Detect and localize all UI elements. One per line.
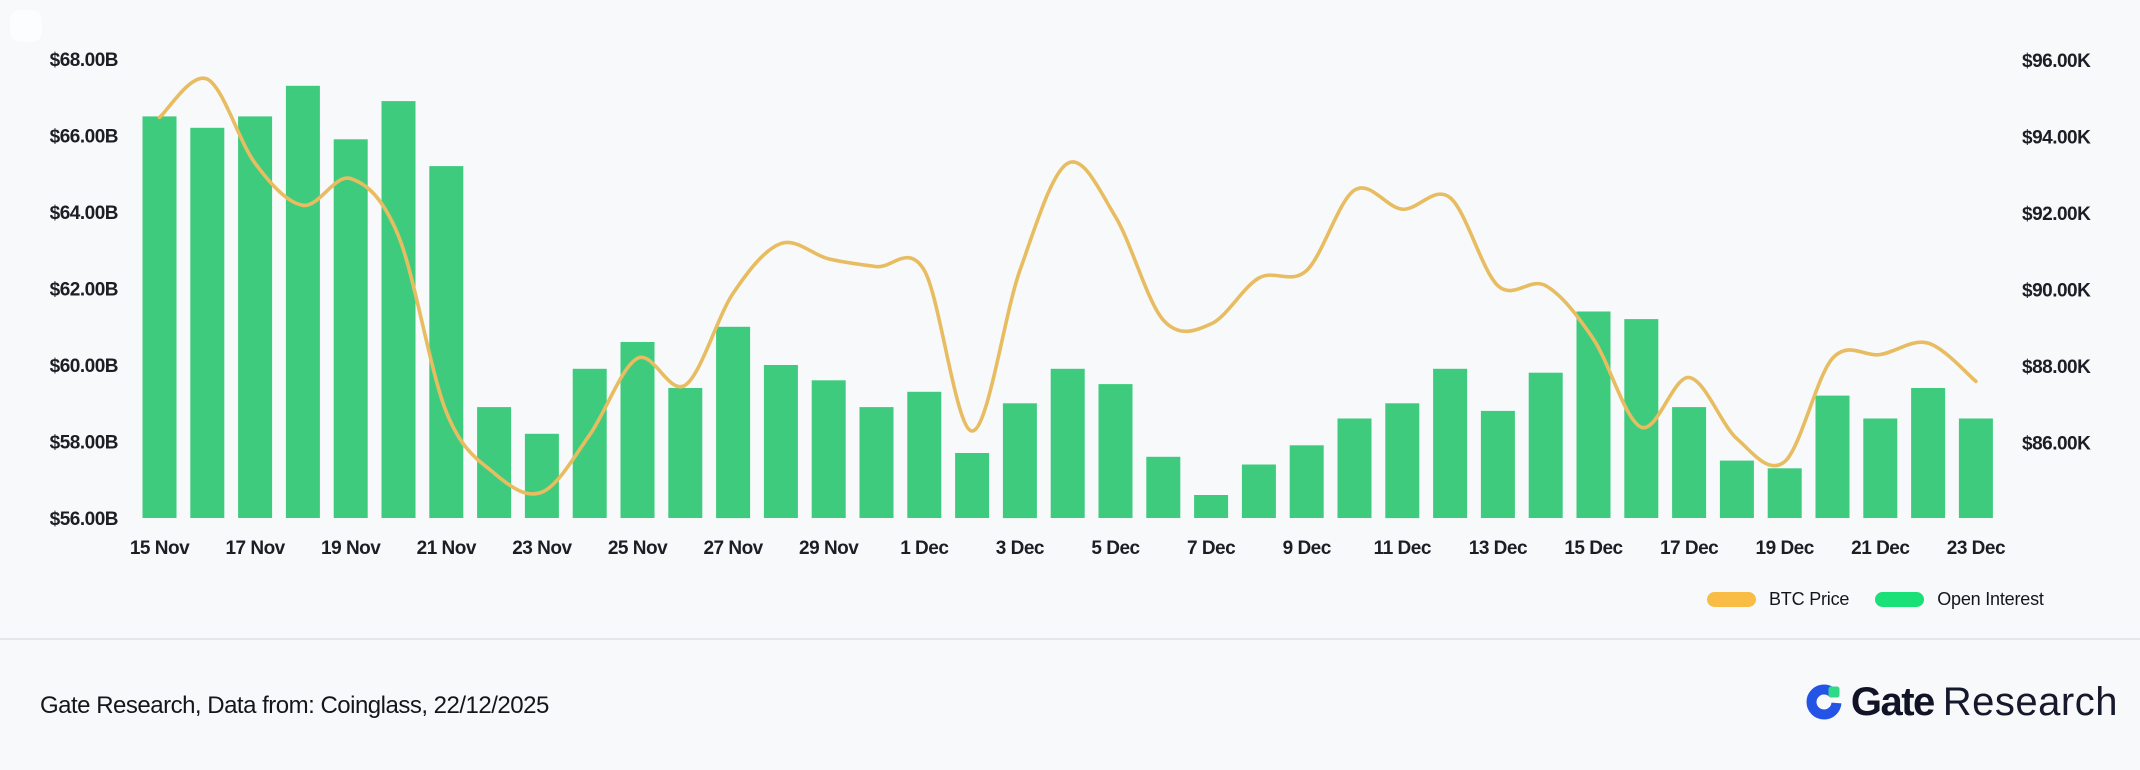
oi-bar-21-dec [1863,418,1898,518]
y-axis-left-tick: $56.00B [50,509,118,530]
oi-bar-30-nov [859,407,894,518]
y-axis-left-tick: $64.00B [50,203,118,224]
logo-word-research: Research [1942,679,2118,724]
oi-bar-29-nov [811,380,846,518]
oi-bar-6-dec [1146,456,1181,518]
oi-bar-17-nov [238,116,273,519]
y-axis-right-tick: $94.00K [2022,128,2091,149]
oi-bar-22-dec [1911,388,1946,518]
oi-bar-4-dec [1050,368,1085,518]
x-axis-tick: 1 Dec [900,538,949,559]
oi-bar-24-nov [572,368,607,518]
oi-bar-26-nov [668,388,703,518]
y-axis-right-tick: $86.00K [2022,434,2091,455]
oi-bar-2-dec [955,453,990,518]
oi-bar-8-dec [1241,464,1276,518]
x-axis-tick: 7 Dec [1187,538,1236,559]
oi-bar-20-dec [1815,395,1850,518]
oi-bar-5-dec [1098,384,1133,518]
oi-bar-10-dec [1337,418,1372,518]
x-axis-tick: 19 Nov [321,538,381,559]
oi-bar-23-dec [1958,418,1993,518]
x-axis-tick: 11 Dec [1374,538,1432,559]
oi-bar-18-dec [1719,460,1754,518]
footer-divider [0,638,2140,640]
gate-research-logo: Gate Research [1806,680,2118,724]
data-source-note: Gate Research, Data from: Coinglass, 22/… [40,692,549,719]
btc-price-swatch-icon [1707,591,1756,607]
chart-legend: BTC Price Open Interest [1707,586,2044,612]
oi-bar-15-dec [1576,311,1611,518]
oi-bar-18-nov [285,85,320,519]
x-axis-tick: 5 Dec [1091,538,1140,559]
oi-bar-16-dec [1624,319,1659,518]
oi-bar-27-nov [716,326,751,519]
y-axis-left-tick: $60.00B [50,356,118,377]
x-axis-tick: 3 Dec [996,538,1045,559]
y-axis-left-tick: $58.00B [50,433,118,454]
oi-bar-19-dec [1767,468,1802,518]
x-axis-tick: 15 Dec [1564,538,1623,559]
oi-bar-19-nov [333,139,368,519]
x-axis-tick: 17 Nov [225,538,285,559]
oi-bar-7-dec [1194,495,1229,518]
oi-bar-20-nov [381,101,416,518]
top-left-rounded-tile [10,10,42,42]
x-axis-tick: 9 Dec [1283,538,1332,559]
logo-word-gate: Gate [1850,679,1935,724]
x-axis-tick: 15 Nov [130,538,190,559]
oi-bar-15-nov [142,116,177,519]
x-axis-tick: 27 Nov [703,538,763,559]
oi-bar-11-dec [1385,403,1420,519]
legend-label-open-interest: Open Interest [1937,588,2044,609]
oi-bar-23-nov [524,433,559,518]
oi-bar-9-dec [1289,445,1324,518]
oi-bar-1-dec [907,391,942,518]
gate-logo-icon [1806,684,1842,720]
legend-item-open-interest: Open Interest [1875,588,2044,610]
y-axis-left-tick: $66.00B [50,127,118,148]
x-axis-tick: 17 Dec [1660,538,1719,559]
oi-bar-13-dec [1480,410,1515,518]
y-axis-left-tick: $62.00B [50,280,118,301]
y-axis-right-tick: $90.00K [2022,281,2091,302]
x-axis-tick: 29 Nov [799,538,859,559]
oi-bar-17-dec [1672,407,1707,518]
legend-item-btc-price: BTC Price [1707,589,1849,610]
oi-bar-21-nov [429,166,464,518]
oi-bar-28-nov [763,365,798,518]
x-axis-tick: 13 Dec [1469,538,1528,559]
oi-bar-3-dec [1002,403,1037,519]
y-axis-right-tick: $96.00K [2022,51,2091,72]
x-axis-tick: 23 Nov [512,538,572,559]
x-axis-tick: 21 Dec [1851,538,1910,559]
x-axis-tick: 19 Dec [1756,538,1815,559]
x-axis-tick: 21 Nov [417,538,477,559]
btc-price-line [157,76,1978,496]
oi-bar-14-dec [1528,372,1563,518]
oi-bar-16-nov [190,127,225,519]
x-axis-tick: 23 Dec [1947,538,2006,559]
x-axis-tick: 25 Nov [608,538,668,559]
y-axis-right-tick: $92.00K [2022,204,2091,225]
legend-label-btc-price: BTC Price [1769,588,1850,609]
open-interest-swatch-icon [1875,591,1925,607]
oi-bar-12-dec [1433,368,1468,518]
y-axis-right-tick: $88.00K [2022,357,2091,378]
y-axis-left-tick: $68.00B [50,50,118,71]
